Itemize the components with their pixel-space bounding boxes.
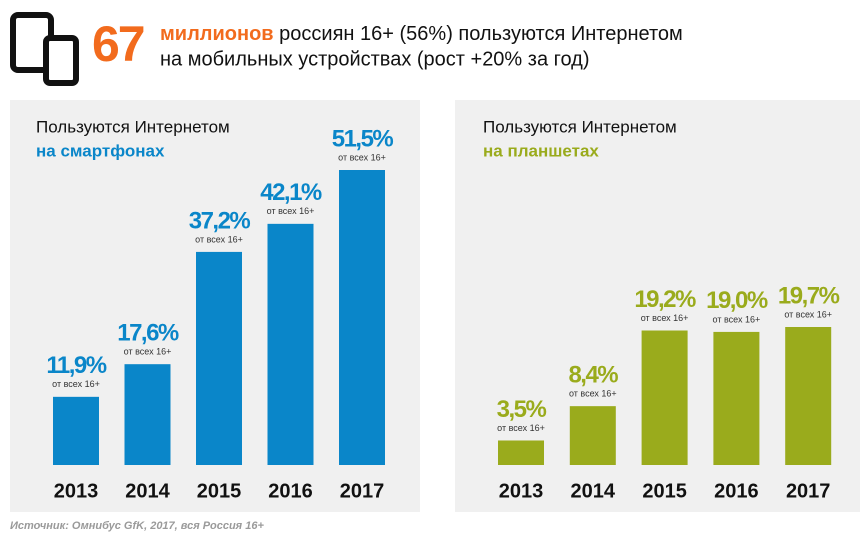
source: Источник: Омнибус GfK, 2017, вся Россия … bbox=[10, 520, 264, 532]
value-label: 3,5% bbox=[497, 396, 547, 423]
value-label: 42,1% bbox=[260, 179, 322, 206]
x-tick-label: 2014 bbox=[125, 480, 170, 502]
x-tick-label: 2016 bbox=[714, 480, 759, 502]
value-note: от всех 16+ bbox=[267, 206, 315, 216]
value-note: от всех 16+ bbox=[124, 347, 172, 357]
chart-subtitle: на смартфонах bbox=[36, 141, 165, 160]
bar bbox=[713, 331, 760, 465]
bar bbox=[196, 251, 242, 465]
bar bbox=[498, 440, 544, 465]
big-number: 67 bbox=[92, 16, 144, 72]
x-tick-label: 2017 bbox=[340, 480, 385, 502]
value-label: 19,7% bbox=[778, 282, 840, 309]
value-note: от всех 16+ bbox=[569, 389, 617, 399]
chart-subtitle: на планшетах bbox=[483, 141, 599, 160]
header-highlight: миллионов bbox=[160, 23, 274, 45]
devices-icon bbox=[10, 12, 79, 86]
value-label: 19,0% bbox=[706, 287, 768, 314]
x-tick-label: 2014 bbox=[571, 480, 616, 502]
value-label: 51,5% bbox=[332, 125, 394, 152]
x-tick-label: 2013 bbox=[54, 480, 99, 502]
bar bbox=[641, 330, 688, 465]
bar bbox=[569, 406, 616, 465]
bar bbox=[267, 223, 314, 465]
bar bbox=[124, 364, 171, 465]
x-tick-label: 2017 bbox=[786, 480, 831, 502]
value-note: от всех 16+ bbox=[338, 152, 386, 162]
value-note: от всех 16+ bbox=[52, 379, 100, 389]
bar bbox=[785, 327, 832, 465]
header-line1: миллионов россиян 16+ (56%) пользуются И… bbox=[160, 23, 683, 45]
value-note: от всех 16+ bbox=[713, 314, 761, 324]
value-label: 8,4% bbox=[568, 362, 618, 389]
value-note: от всех 16+ bbox=[497, 423, 545, 433]
x-tick-label: 2015 bbox=[642, 480, 687, 502]
value-note: от всех 16+ bbox=[784, 309, 832, 319]
header-text: россиян 16+ (56%) пользуются Интернетом bbox=[279, 23, 683, 45]
value-note: от всех 16+ bbox=[195, 234, 243, 244]
bar bbox=[53, 396, 99, 465]
chart-title: Пользуются Интернетом bbox=[36, 117, 230, 136]
x-tick-label: 2015 bbox=[197, 480, 242, 502]
value-label: 19,2% bbox=[634, 286, 696, 313]
bar bbox=[339, 170, 385, 465]
value-note: от всех 16+ bbox=[641, 313, 689, 323]
value-label: 11,9% bbox=[46, 352, 106, 379]
chart-title: Пользуются Интернетом bbox=[483, 117, 677, 136]
value-label: 17,6% bbox=[117, 320, 179, 347]
x-tick-label: 2013 bbox=[499, 480, 544, 502]
x-tick-label: 2016 bbox=[268, 480, 313, 502]
header-line2: на мобильных устройствах (рост +20% за г… bbox=[160, 48, 590, 70]
value-label: 37,2% bbox=[189, 207, 251, 234]
